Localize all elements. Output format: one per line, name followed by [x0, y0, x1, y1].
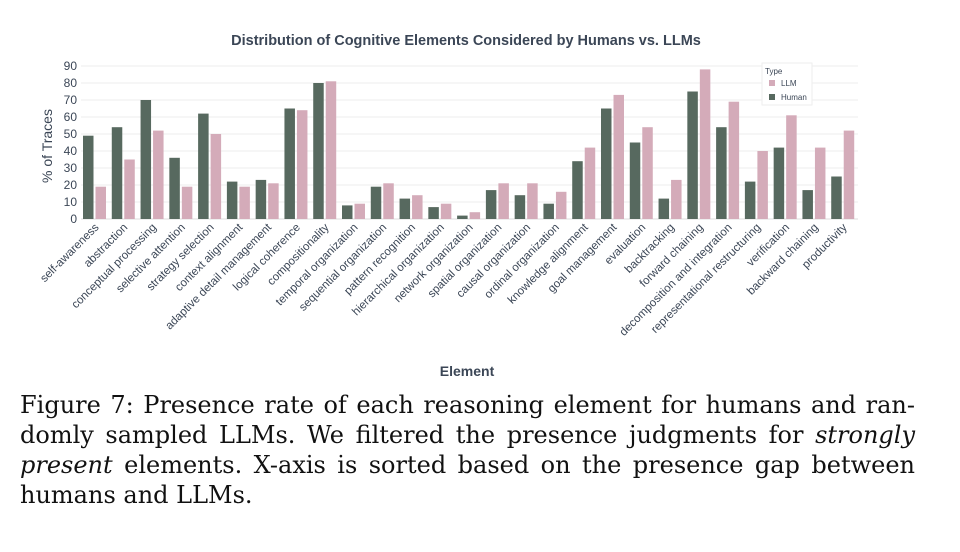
bar-llm	[239, 186, 250, 219]
bar-human	[802, 190, 813, 219]
bar-llm	[642, 127, 653, 219]
bar-human	[399, 198, 411, 219]
legend-label-llm: LLM	[781, 79, 797, 88]
y-axis-ticks: 0 10 20 30 40 50 60 70 80 90	[64, 59, 78, 226]
bar-llm	[325, 81, 337, 219]
bar-human	[370, 186, 382, 219]
bar-human	[716, 127, 727, 219]
bar-llm	[354, 203, 365, 219]
bar-human	[255, 179, 267, 219]
bar-llm	[412, 195, 423, 219]
bar-human	[140, 100, 152, 219]
y-tick-label: 60	[64, 110, 78, 124]
y-tick-label: 0	[70, 212, 77, 226]
y-tick-label: 10	[64, 195, 78, 209]
bar-llm	[296, 110, 308, 219]
bar-llm	[153, 130, 164, 219]
bar-human	[226, 181, 238, 219]
bar-llm	[555, 191, 567, 219]
legend-swatch-llm	[769, 80, 775, 86]
bar-human	[457, 215, 468, 219]
bar-llm	[814, 147, 826, 219]
bar-llm	[757, 151, 768, 219]
bar-llm	[527, 183, 538, 219]
bar-human	[773, 147, 785, 219]
chart-title: Distribution of Cognitive Elements Consi…	[231, 33, 701, 49]
bar-human	[601, 108, 612, 219]
grid	[81, 65, 858, 220]
bar-human	[658, 198, 670, 219]
bar-llm	[181, 186, 193, 219]
bar-llm	[469, 212, 481, 219]
bar-human	[629, 142, 641, 219]
legend: Type LLM Human	[761, 62, 813, 106]
y-axis-label: % of Traces	[39, 109, 55, 183]
bar-llm	[671, 179, 682, 219]
y-tick-label: 20	[64, 178, 78, 192]
bar-human	[485, 190, 497, 219]
figure-caption: Figure 7: Presence rate of each reasonin…	[20, 390, 915, 510]
bar-llm	[613, 94, 624, 219]
bar-human	[831, 176, 842, 219]
y-tick-label: 90	[64, 59, 78, 73]
bar-human	[198, 113, 209, 219]
bar-human	[111, 127, 123, 219]
bar-llm	[699, 69, 711, 220]
bar-human	[514, 195, 526, 219]
bar-llm	[728, 101, 740, 219]
bar-human	[284, 108, 295, 219]
legend-label-human: Human	[781, 93, 807, 102]
bar-llm	[786, 115, 797, 219]
bar-human	[744, 181, 756, 219]
bar-human	[428, 207, 439, 219]
bar-llm	[843, 130, 855, 219]
bar-llm	[268, 183, 279, 219]
legend-swatch-human	[769, 94, 775, 100]
legend-title: Type	[765, 67, 783, 76]
x-axis-label: Element	[440, 363, 495, 379]
bar-llm	[210, 134, 222, 219]
bar-human	[83, 135, 94, 219]
bar-llm	[440, 203, 452, 219]
bar-human	[572, 161, 583, 219]
bar-human	[169, 157, 180, 219]
bar-human	[687, 91, 698, 219]
y-tick-label: 50	[64, 127, 78, 141]
bar-chart: Distribution of Cognitive Elements Consi…	[38, 33, 858, 379]
bar-llm	[383, 183, 394, 219]
bar-llm	[584, 147, 596, 219]
bar-human	[543, 203, 554, 219]
y-tick-label: 40	[64, 144, 78, 158]
bars	[83, 69, 855, 220]
caption-emphasis: strongly present	[20, 421, 915, 479]
y-tick-label: 70	[64, 93, 78, 107]
caption-lead: Figure 7: Presence rate of each reasonin…	[20, 391, 915, 449]
caption-tail: elements. X-axis is sorted based on the …	[20, 451, 915, 509]
bar-llm	[498, 183, 509, 219]
bar-human	[342, 205, 353, 219]
y-tick-label: 30	[64, 161, 78, 175]
bar-llm	[124, 159, 135, 219]
bar-human	[313, 83, 324, 219]
y-tick-label: 80	[64, 76, 78, 90]
bar-llm	[95, 186, 106, 219]
